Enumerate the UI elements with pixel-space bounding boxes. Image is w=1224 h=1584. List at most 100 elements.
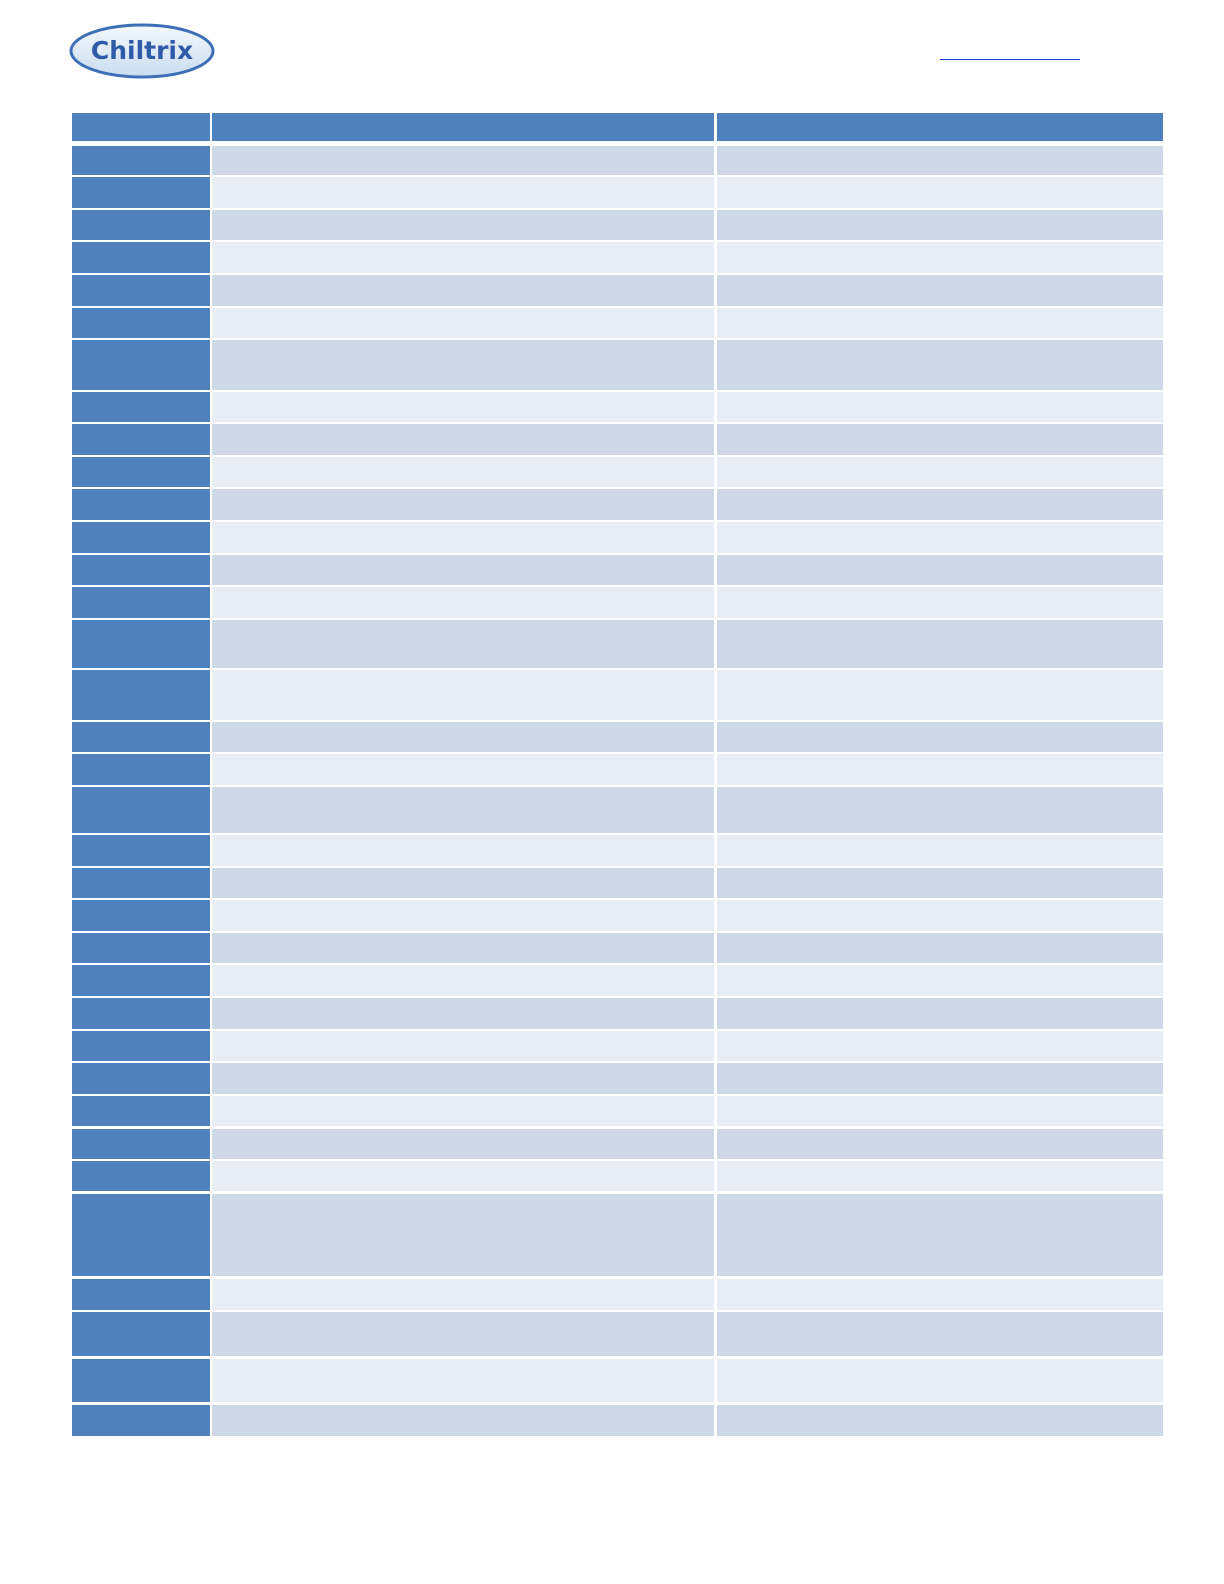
table-cell	[717, 670, 1163, 720]
table-cell	[72, 1405, 210, 1436]
table-cell	[72, 340, 210, 390]
table-cell	[717, 1063, 1163, 1094]
table-cell	[212, 722, 714, 752]
table-cell	[717, 587, 1163, 618]
table-cell	[212, 1359, 714, 1402]
table-cell	[212, 177, 714, 208]
link-underline	[940, 59, 1080, 60]
table-cell	[212, 1063, 714, 1094]
table-cell	[212, 146, 714, 175]
table-cell	[717, 308, 1163, 338]
table-cell	[717, 457, 1163, 487]
table-cell	[212, 868, 714, 898]
table-cell	[72, 210, 210, 240]
table-cell	[212, 835, 714, 866]
logo-ring	[69, 23, 215, 79]
table-cell	[212, 308, 714, 338]
table-cell	[717, 210, 1163, 240]
header-cell	[212, 113, 714, 141]
table-cell	[72, 754, 210, 785]
table-cell	[72, 177, 210, 208]
table-cell	[212, 1031, 714, 1061]
table-cell	[212, 275, 714, 306]
table-cell	[72, 146, 210, 175]
table-cell	[212, 1279, 714, 1310]
table-cell	[212, 522, 714, 553]
table-cell	[72, 965, 210, 996]
table-cell	[72, 275, 210, 306]
table-cell	[72, 424, 210, 455]
table-cell	[72, 722, 210, 752]
table-cell	[212, 489, 714, 520]
table-cell	[212, 670, 714, 720]
table-cell	[212, 1405, 714, 1436]
table-cell	[212, 620, 714, 668]
table-cell	[212, 424, 714, 455]
table-cell	[212, 587, 714, 618]
table-cell	[212, 555, 714, 585]
table-cell	[717, 1405, 1163, 1436]
table-cell	[72, 457, 210, 487]
table-cell	[72, 835, 210, 866]
table-cell	[717, 489, 1163, 520]
table-cell	[212, 787, 714, 833]
table-cell	[72, 308, 210, 338]
table-cell	[717, 1359, 1163, 1402]
table-cell	[717, 1096, 1163, 1126]
table-cell	[212, 998, 714, 1029]
table-cell	[212, 242, 714, 273]
table-cell	[717, 998, 1163, 1029]
table-cell	[717, 835, 1163, 866]
table-cell	[717, 1194, 1163, 1276]
table-cell	[717, 555, 1163, 585]
table-cell	[72, 1161, 210, 1191]
table-cell	[72, 392, 210, 422]
table-cell	[212, 340, 714, 390]
table-cell	[72, 1096, 210, 1126]
table-cell	[717, 1161, 1163, 1191]
logo-text: Chiltrix	[91, 36, 193, 65]
table-cell	[72, 998, 210, 1029]
table-cell	[717, 177, 1163, 208]
table-cell	[717, 754, 1163, 785]
table-cell	[717, 620, 1163, 668]
table-cell	[717, 1279, 1163, 1310]
table-cell	[72, 555, 210, 585]
table-cell	[717, 146, 1163, 175]
table-cell	[717, 242, 1163, 273]
table-cell	[212, 392, 714, 422]
table-cell	[212, 754, 714, 785]
table-cell	[72, 1279, 210, 1310]
table-cell	[72, 587, 210, 618]
table-cell	[72, 1312, 210, 1356]
table-cell	[717, 1031, 1163, 1061]
table-cell	[717, 787, 1163, 833]
table-cell	[212, 1161, 714, 1191]
table-cell	[72, 1194, 210, 1276]
table-cell	[72, 670, 210, 720]
table-cell	[212, 900, 714, 931]
table-cell	[212, 1096, 714, 1126]
table-cell	[717, 522, 1163, 553]
table-cell	[72, 242, 210, 273]
header-cell	[717, 113, 1163, 141]
table-cell	[72, 1031, 210, 1061]
table-cell	[72, 900, 210, 931]
table-cell	[212, 210, 714, 240]
table-cell	[717, 275, 1163, 306]
table-cell	[212, 1194, 714, 1276]
table-cell	[72, 787, 210, 833]
logo: Chiltrix	[69, 23, 215, 79]
table-cell	[72, 489, 210, 520]
table-cell	[72, 1063, 210, 1094]
table-cell	[717, 424, 1163, 455]
table-cell	[72, 868, 210, 898]
table-cell	[72, 1129, 210, 1159]
table-cell	[212, 457, 714, 487]
table-cell	[717, 340, 1163, 390]
table-cell	[212, 1129, 714, 1159]
table-cell	[212, 933, 714, 963]
table-cell	[717, 868, 1163, 898]
table-cell	[717, 933, 1163, 963]
